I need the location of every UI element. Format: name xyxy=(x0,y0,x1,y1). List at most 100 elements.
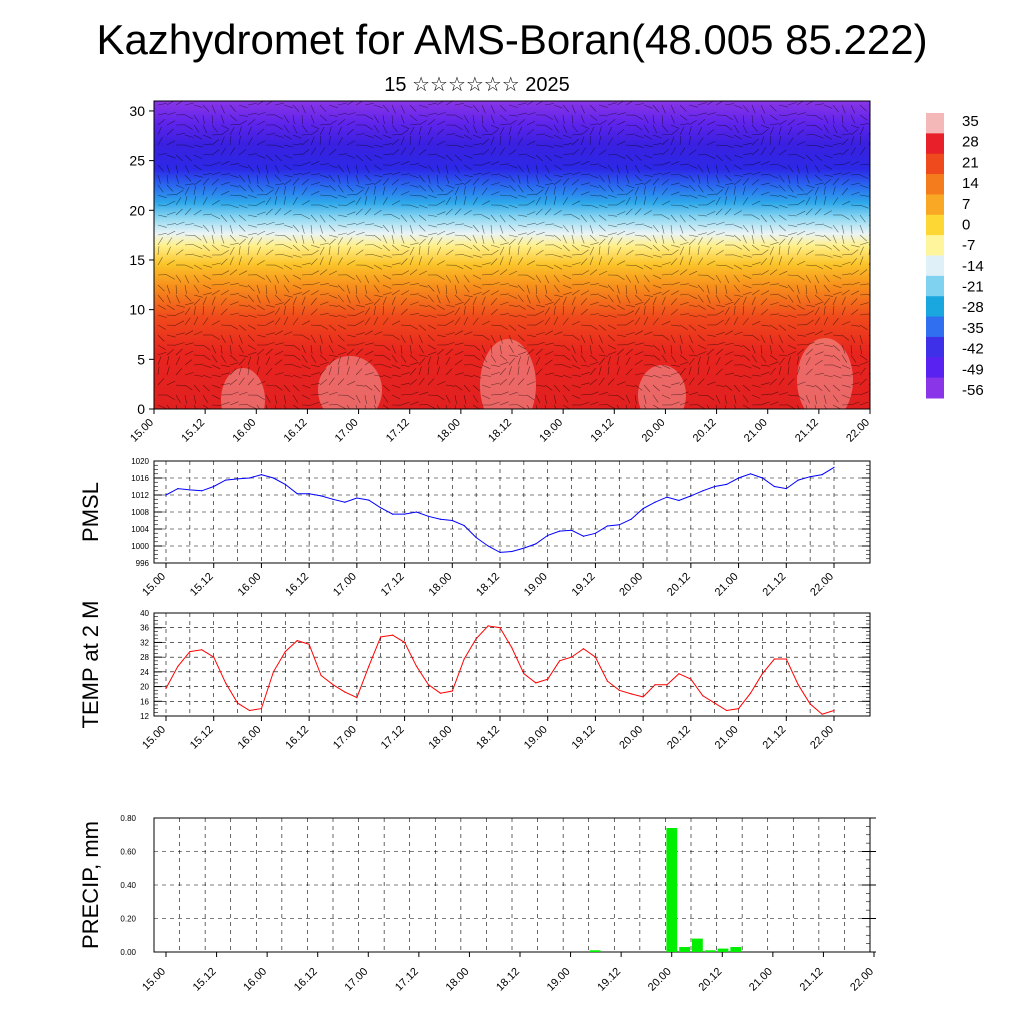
wind-barb xyxy=(202,264,212,268)
wind-barb xyxy=(787,214,797,217)
wind-barb xyxy=(814,114,823,121)
data-point xyxy=(821,474,823,476)
wind-barb xyxy=(265,320,275,326)
wind-barb xyxy=(337,164,344,173)
wind-barb xyxy=(454,164,460,174)
y-tick-label: 32 xyxy=(140,638,149,647)
wind-barb xyxy=(553,179,562,186)
wind-barb xyxy=(562,104,569,113)
wind-barb xyxy=(220,372,230,376)
wind-barb xyxy=(436,154,446,159)
wind-barb xyxy=(679,401,689,406)
wind-barb xyxy=(346,304,355,310)
wind-barb xyxy=(832,334,843,337)
wind-barb xyxy=(400,297,408,306)
wind-barb xyxy=(535,164,539,174)
wind-barb xyxy=(724,351,734,356)
wind-barb xyxy=(247,314,257,318)
wind-barb xyxy=(652,172,662,176)
y-tick-label: 36 xyxy=(140,624,149,633)
wind-barb xyxy=(553,164,562,170)
wind-barb xyxy=(292,292,302,296)
wind-barb xyxy=(202,296,207,306)
wind-barb xyxy=(787,274,798,276)
wind-barb xyxy=(355,221,365,226)
wind-barb xyxy=(301,284,312,286)
wind-barb xyxy=(220,282,230,286)
y-tick-label: 24 xyxy=(140,668,149,677)
wind-barb xyxy=(391,244,400,251)
wind-barb xyxy=(643,210,652,216)
data-point xyxy=(189,651,191,653)
wind-barb xyxy=(337,232,347,236)
wind-barb xyxy=(850,382,860,386)
wind-barb xyxy=(328,120,337,126)
wind-barb xyxy=(634,307,640,316)
wind-barb xyxy=(319,293,329,296)
wind-barb xyxy=(184,134,194,138)
data-point xyxy=(463,525,465,527)
y-tick-label: 5 xyxy=(137,351,145,367)
wind-barb xyxy=(517,194,527,198)
wind-barb xyxy=(175,294,180,304)
x-tick-label: 19.12 xyxy=(570,571,598,599)
wind-barb xyxy=(220,383,230,386)
wind-barb xyxy=(301,296,306,306)
wind-barb xyxy=(508,366,512,376)
wind-barb xyxy=(301,364,311,370)
wind-barb xyxy=(778,334,783,344)
wind-barb xyxy=(310,290,319,296)
wind-barb xyxy=(751,306,756,316)
wind-barb xyxy=(850,270,859,276)
wind-barb xyxy=(382,274,392,280)
wind-barb xyxy=(562,153,572,156)
wind-barb xyxy=(706,304,715,310)
wind-barb xyxy=(274,404,277,409)
wind-barb xyxy=(472,214,483,216)
wind-barb xyxy=(166,164,171,174)
wind-barb xyxy=(850,104,856,114)
wind-barb xyxy=(220,129,229,136)
wind-barb xyxy=(391,161,401,166)
wind-barb xyxy=(553,174,563,178)
wind-barb xyxy=(778,392,788,396)
wind-barb xyxy=(832,274,842,279)
wind-barb xyxy=(571,244,580,251)
colorbar-label: 21 xyxy=(962,154,979,171)
data-point xyxy=(272,671,274,673)
wind-barb xyxy=(625,342,635,346)
wind-barb xyxy=(382,186,386,196)
wind-barb xyxy=(274,102,284,106)
wind-barb xyxy=(265,284,267,295)
wind-barb xyxy=(373,209,382,216)
wind-barb xyxy=(265,332,275,336)
wind-barb xyxy=(724,103,734,106)
wind-barb xyxy=(778,136,782,146)
wind-barb xyxy=(814,274,820,284)
wind-barb xyxy=(481,283,492,286)
wind-barb xyxy=(562,197,568,206)
wind-barb xyxy=(184,274,190,284)
wind-barb xyxy=(481,149,490,156)
wind-barb xyxy=(517,137,524,146)
data-point xyxy=(237,702,239,704)
wind-barb xyxy=(274,196,278,206)
wind-barb xyxy=(742,354,751,361)
x-tick-label: 16.00 xyxy=(241,966,269,994)
wind-barb xyxy=(355,208,363,216)
wind-barb xyxy=(490,129,499,136)
wind-barb xyxy=(616,230,626,236)
wind-barb xyxy=(247,224,257,228)
wind-barb xyxy=(643,254,653,258)
wind-barb xyxy=(454,351,464,356)
wind-barb xyxy=(616,348,624,356)
wind-barb xyxy=(544,254,555,256)
colorbar-swatch xyxy=(926,275,944,297)
wind-barb xyxy=(310,344,313,354)
wind-barb xyxy=(229,256,234,266)
wind-barb xyxy=(346,366,350,376)
wind-barb xyxy=(517,378,525,386)
wind-barb xyxy=(229,334,233,344)
wind-barb xyxy=(427,404,437,409)
